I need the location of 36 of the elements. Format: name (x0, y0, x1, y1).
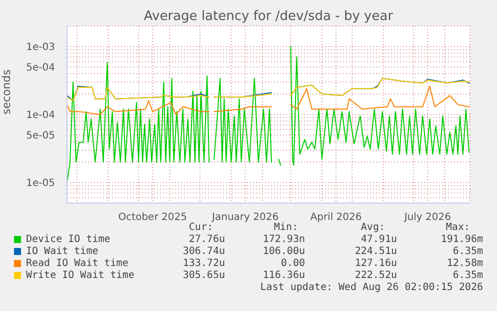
y-tick-label: 5e-04 (26, 62, 55, 74)
x-tick-label: January 2026 (211, 212, 279, 223)
text: 0.00 (280, 258, 305, 269)
text: Last update: Wed Aug 26 02:00:15 2026 (260, 282, 483, 293)
text: 172.93n (262, 234, 305, 245)
y-tick-label: 1e-04 (26, 110, 55, 121)
text: 12.58m (446, 258, 483, 269)
text: Avg: (360, 222, 385, 233)
text: Cur: (188, 222, 213, 233)
text: 306.74u (182, 246, 225, 257)
y-tick-label: 1e-03 (26, 42, 55, 53)
text: 133.72u (182, 258, 225, 269)
legend-label: Write IO Wait time (26, 270, 134, 281)
text: 47.91u (360, 234, 397, 245)
legend-label: Device IO time (26, 234, 110, 245)
text: 116.36u (262, 270, 305, 281)
text: 106.00u (262, 246, 305, 257)
text: 305.65u (182, 270, 225, 281)
x-tick-label: October 2025 (118, 212, 187, 223)
x-tick-label: April 2026 (310, 212, 362, 223)
y-tick-label: 1e-05 (26, 178, 55, 190)
text: 27.76u (188, 234, 225, 245)
chart-title: Average latency for /dev/sda - by year (142, 9, 394, 24)
text: 191.96m (440, 234, 483, 245)
text: Max: (446, 222, 470, 233)
y-tick-label: 5e-05 (26, 130, 55, 142)
x-tick-label: July 2026 (403, 212, 451, 223)
y-axis-title: seconds (0, 69, 13, 114)
legend-label: Read IO Wait time (26, 258, 128, 269)
legend-label: IO Wait time (26, 246, 98, 257)
text: 222.52u (354, 270, 397, 281)
text: 6.35m (452, 270, 483, 281)
text: 224.51u (354, 246, 397, 257)
text: Min: (274, 222, 298, 233)
text: 127.16u (354, 258, 397, 269)
text: 6.35m (452, 246, 483, 257)
